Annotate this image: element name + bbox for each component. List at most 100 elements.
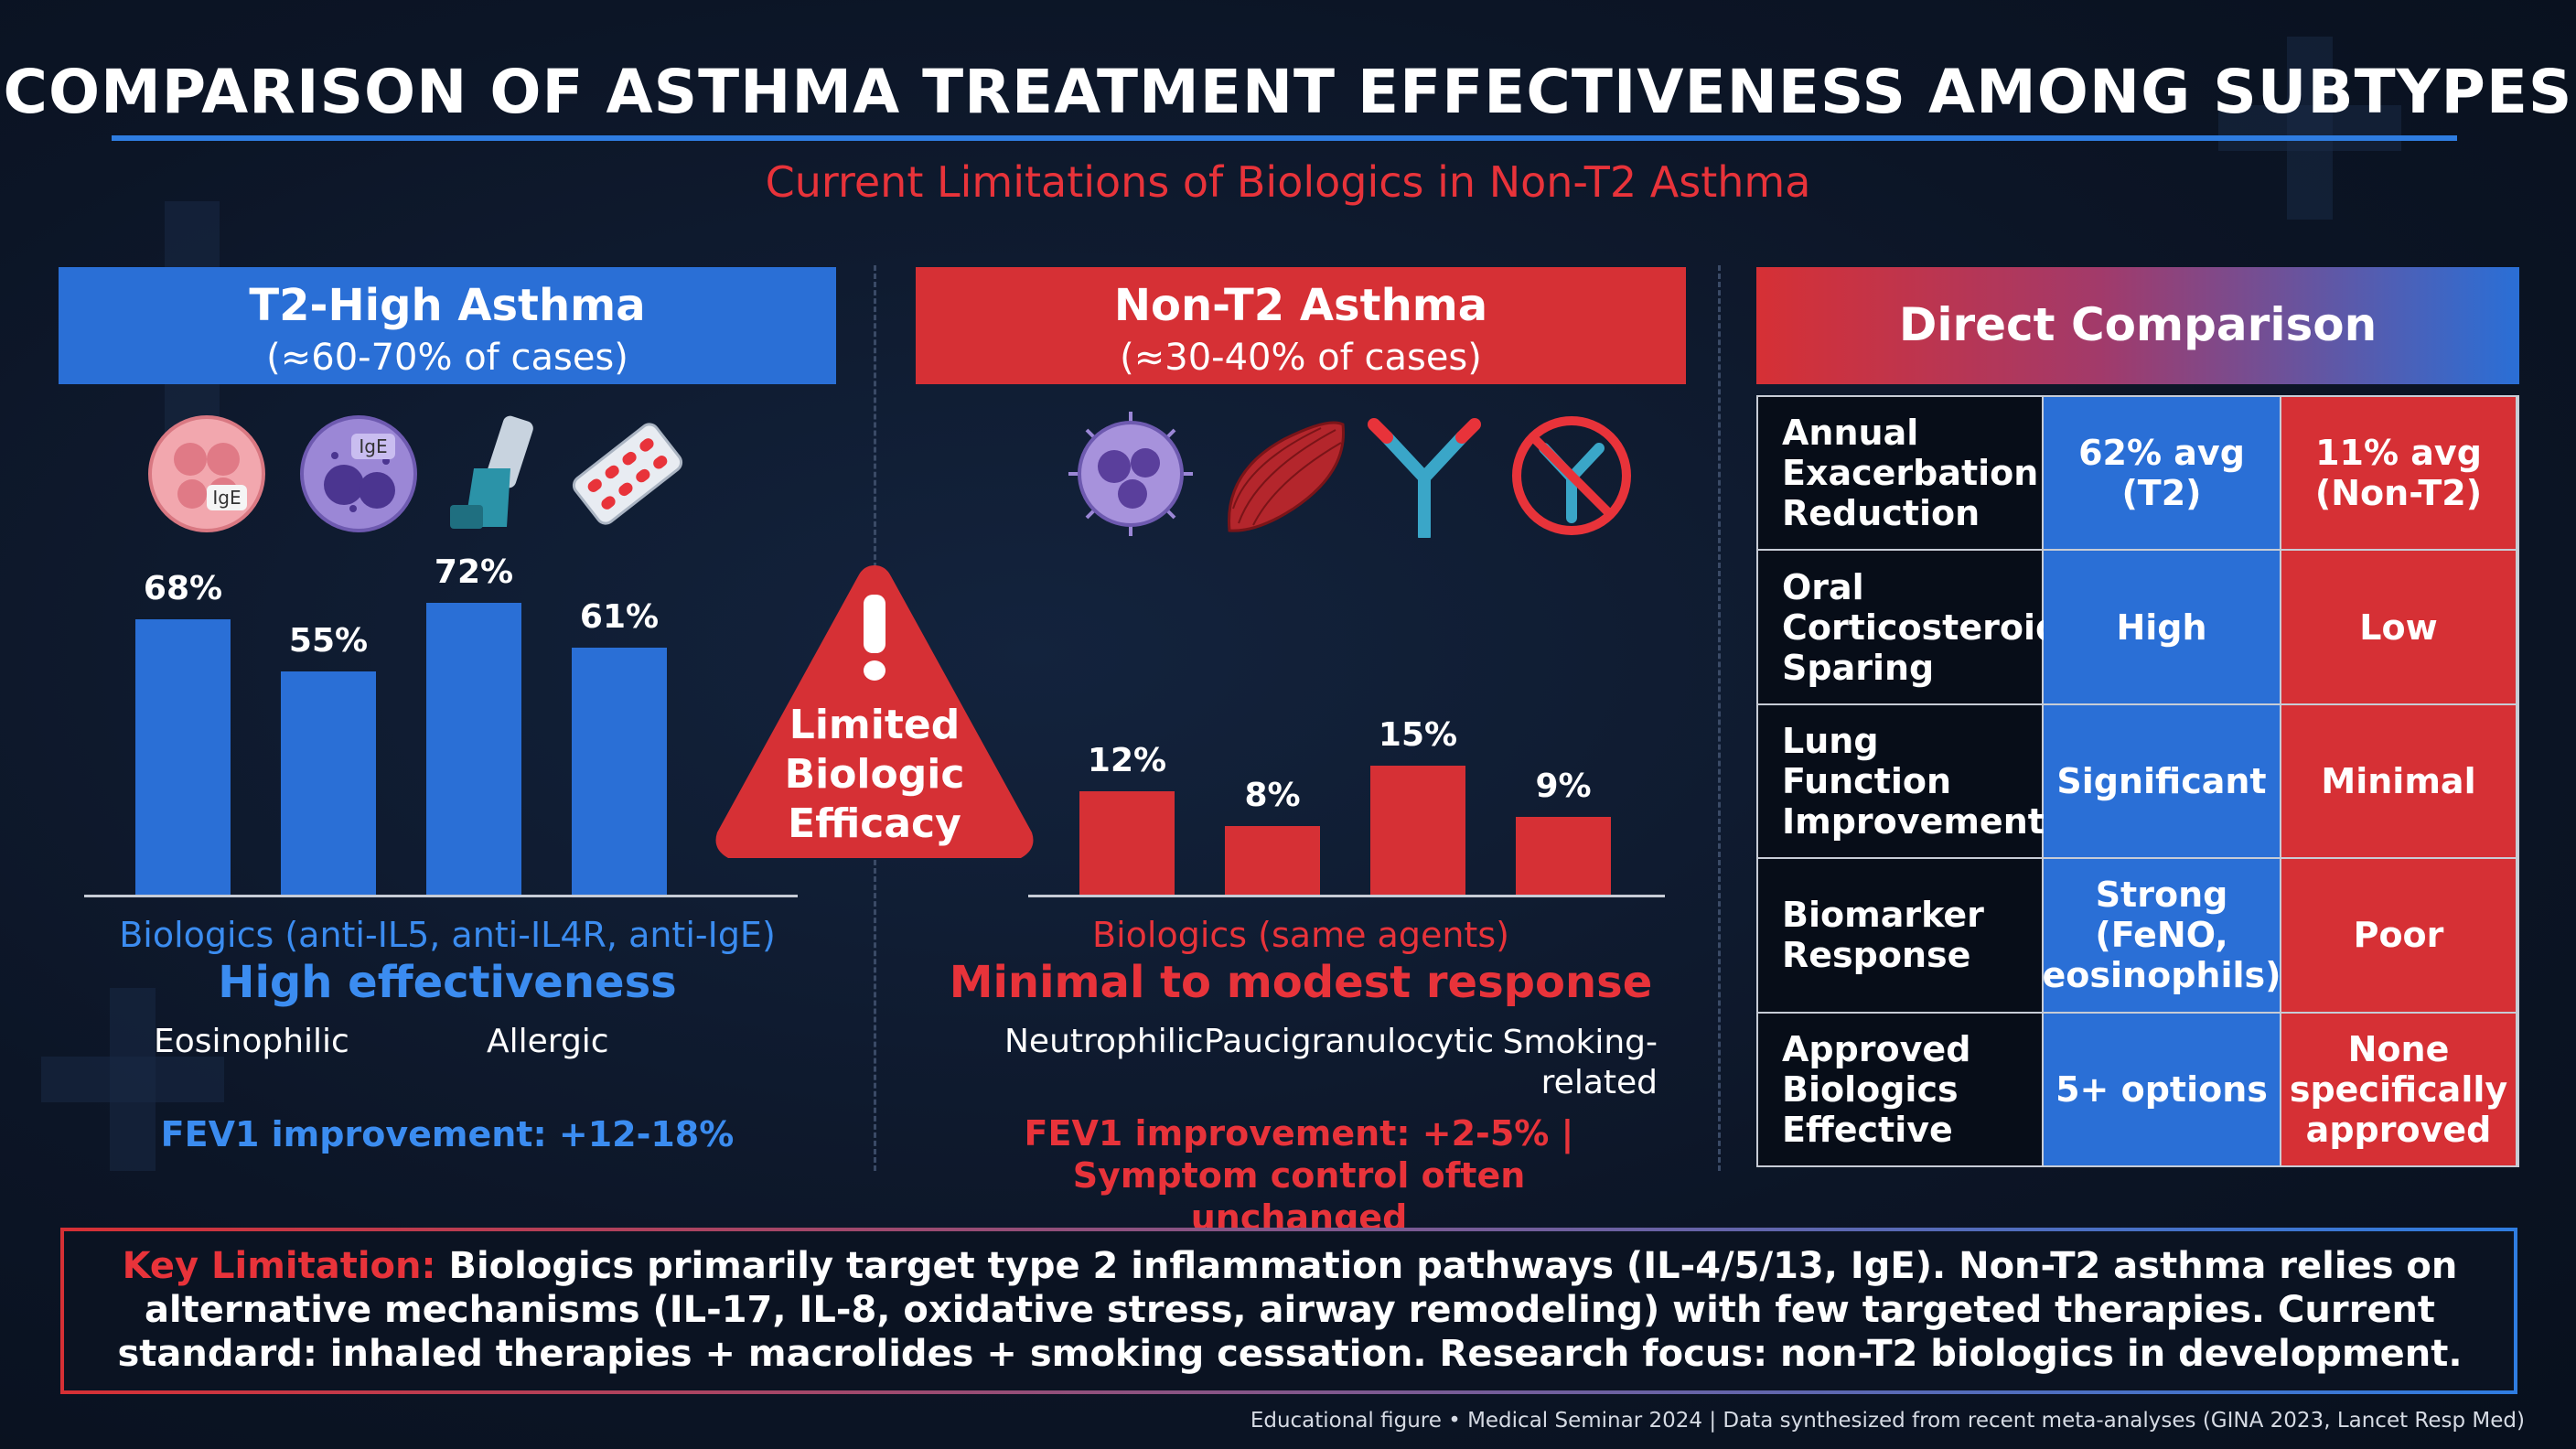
non-t2-panel-title: Non-T2 Asthma: [1113, 280, 1488, 331]
chart-bar: [572, 647, 667, 895]
comparison-non-t2-cell: Low: [2281, 551, 2517, 705]
chart-data-label: 55%: [288, 622, 369, 660]
key-limitation-box: [60, 1228, 2517, 1394]
comparison-t2-cell: High: [2044, 551, 2281, 705]
cell-line: Approved: [1782, 1028, 1971, 1069]
background-cross: [2218, 105, 2401, 151]
chart-data-label: 12%: [1087, 742, 1167, 780]
cell-line: None: [2347, 1028, 2450, 1069]
ige-cell-icon: IgE: [298, 413, 419, 534]
key-limitation-label: Key Limitation:: [122, 1245, 436, 1287]
non-t2-subtype-smoking: Smoking- related: [1500, 1023, 1658, 1103]
chart-data-label: 15%: [1378, 716, 1458, 754]
chart-bar: [1370, 766, 1465, 895]
chart-bar: [1225, 825, 1320, 895]
cell-line: Lung Function: [1782, 720, 1952, 801]
comparison-non-t2-cell: Poor: [2281, 859, 2517, 1014]
chart-bar: [281, 671, 376, 895]
no-antibody-icon: [1508, 412, 1636, 540]
cell-line: (Non-T2): [2314, 473, 2483, 514]
t2-subtype-eosinophilic: Eosinophilic: [154, 1023, 349, 1060]
non-t2-fev1: FEV1 improvement: +2-5% | Symptom contro…: [1024, 1113, 1574, 1238]
t2-panel-share: (≈60-70% of cases): [266, 337, 628, 379]
comparison-non-t2-cell: 11% avg (Non-T2): [2281, 397, 2517, 552]
cell-line: approved: [2305, 1109, 2492, 1150]
cell-line: Strong: [2095, 875, 2228, 916]
cell-line: Response: [1782, 935, 1971, 976]
cell-line: Corticosteroid: [1782, 606, 2061, 648]
cell-line: Poor: [2353, 915, 2444, 956]
t2-agents: Biologics (anti-IL5, anti-IL4R, anti-IgE…: [119, 915, 776, 955]
chart-data-label: 68%: [143, 569, 223, 607]
warning-line: Efficacy: [788, 800, 961, 847]
warning-triangle: [710, 558, 1039, 865]
non-t2-agents: Biologics (same agents): [1092, 915, 1509, 955]
warning-line: Limited: [789, 702, 961, 748]
pill-pack-icon: [564, 412, 692, 536]
comparison-t2-cell: 62% avg (T2): [2044, 397, 2281, 552]
cell-line: High: [2116, 606, 2207, 648]
non-t2-panel-share: (≈30-40% of cases): [1120, 337, 1482, 379]
chart-data-label: 72%: [434, 553, 514, 592]
comparison-row-label: Biomarker Response: [1758, 859, 2044, 1014]
cell-line: Effective: [1782, 1109, 1953, 1150]
cell-line: (FeNO,: [2095, 915, 2228, 956]
chart-bar: [135, 618, 231, 895]
cell-line: Biomarker: [1782, 895, 1984, 936]
subtype-line: related: [1540, 1064, 1658, 1101]
comparison-t2-cell: Significant: [2044, 704, 2281, 860]
ige-badge: IgE: [212, 487, 241, 509]
cell-line: Significant: [2056, 760, 2267, 801]
warning-text: Limited Biologic Efficacy: [719, 701, 1030, 849]
chart-data-label: 8%: [1244, 776, 1301, 814]
cell-line: Annual: [1782, 413, 1919, 454]
comparison-non-t2-cell: Minimal: [2281, 704, 2517, 860]
chart-data-label: 61%: [579, 597, 660, 636]
cell-line: Reduction: [1782, 493, 1980, 534]
t2-subtype-allergic: Allergic: [487, 1023, 609, 1060]
cell-line: (T2): [2121, 473, 2202, 514]
panel-divider: [1718, 265, 1721, 1171]
cell-line: Biologics: [1782, 1068, 1959, 1110]
cell-line: eosinophils): [2042, 955, 2281, 996]
key-limitation-body: Biologics primarily target type 2 inflam…: [117, 1245, 2463, 1375]
neutrophil-cell-icon: [1067, 410, 1195, 538]
cell-line: 62% avg: [2078, 433, 2245, 474]
key-limitation-text: Key Limitation: Biologics primarily targ…: [91, 1244, 2488, 1376]
comparison-non-t2-cell: None specifically approved: [2281, 1013, 2517, 1167]
comparison-header: Direct Comparison: [1756, 267, 2519, 384]
page-title: COMPARISON OF ASTHMA TREATMENT EFFECTIVE…: [3, 57, 2573, 127]
cell-line: specifically: [2289, 1068, 2508, 1110]
cell-line: Exacerbation: [1782, 453, 2039, 494]
cell-line: Minimal: [2321, 760, 2476, 801]
non-t2-subtype-paucigranulocytic: Paucigranulocytic: [1204, 1023, 1495, 1060]
cell-line: Low: [2359, 606, 2438, 648]
chart-baseline: [1028, 895, 1665, 897]
non-t2-panel-header: Non-T2 Asthma (≈30-40% of cases): [916, 267, 1686, 384]
antibody-icon: [1367, 413, 1482, 542]
cell-line: Oral: [1782, 566, 1864, 607]
t2-fev1: FEV1 improvement: +12-18%: [160, 1114, 735, 1154]
eosinophil-cell-icon: IgE: [146, 413, 267, 534]
subtype-line: Smoking-: [1502, 1024, 1658, 1061]
non-t2-bar-chart: 12% 8% 15% 9%: [1028, 549, 1665, 897]
non-t2-effectiveness: Minimal to modest response: [949, 957, 1653, 1008]
chart-bar: [426, 603, 521, 895]
background-cross: [41, 1057, 224, 1102]
cell-line: Improvement: [1782, 800, 2045, 842]
cell-line: 5+ options: [2055, 1068, 2268, 1110]
cell-line: 11% avg: [2315, 433, 2482, 474]
ige-badge: IgE: [359, 435, 387, 457]
comparison-row-label: Approved Biologics Effective: [1758, 1013, 2044, 1167]
cell-line: Sparing: [1782, 647, 1935, 688]
chart-bar: [1516, 817, 1611, 895]
comparison-row-label: Lung Function Improvement: [1758, 704, 2045, 860]
comparison-title: Direct Comparison: [1898, 298, 2377, 351]
comparison-row-label: Oral Corticosteroid Sparing: [1758, 551, 2060, 705]
chart-baseline: [84, 895, 798, 897]
comparison-t2-cell: Strong (FeNO, eosinophils): [2042, 859, 2281, 1014]
comparison-t2-cell: 5+ options: [2044, 1013, 2281, 1167]
t2-bar-chart: 68% 55% 72% 61%: [84, 549, 798, 897]
muscle-fiber-icon: [1220, 417, 1348, 536]
t2-panel-header: T2-High Asthma (≈60-70% of cases): [59, 267, 836, 384]
